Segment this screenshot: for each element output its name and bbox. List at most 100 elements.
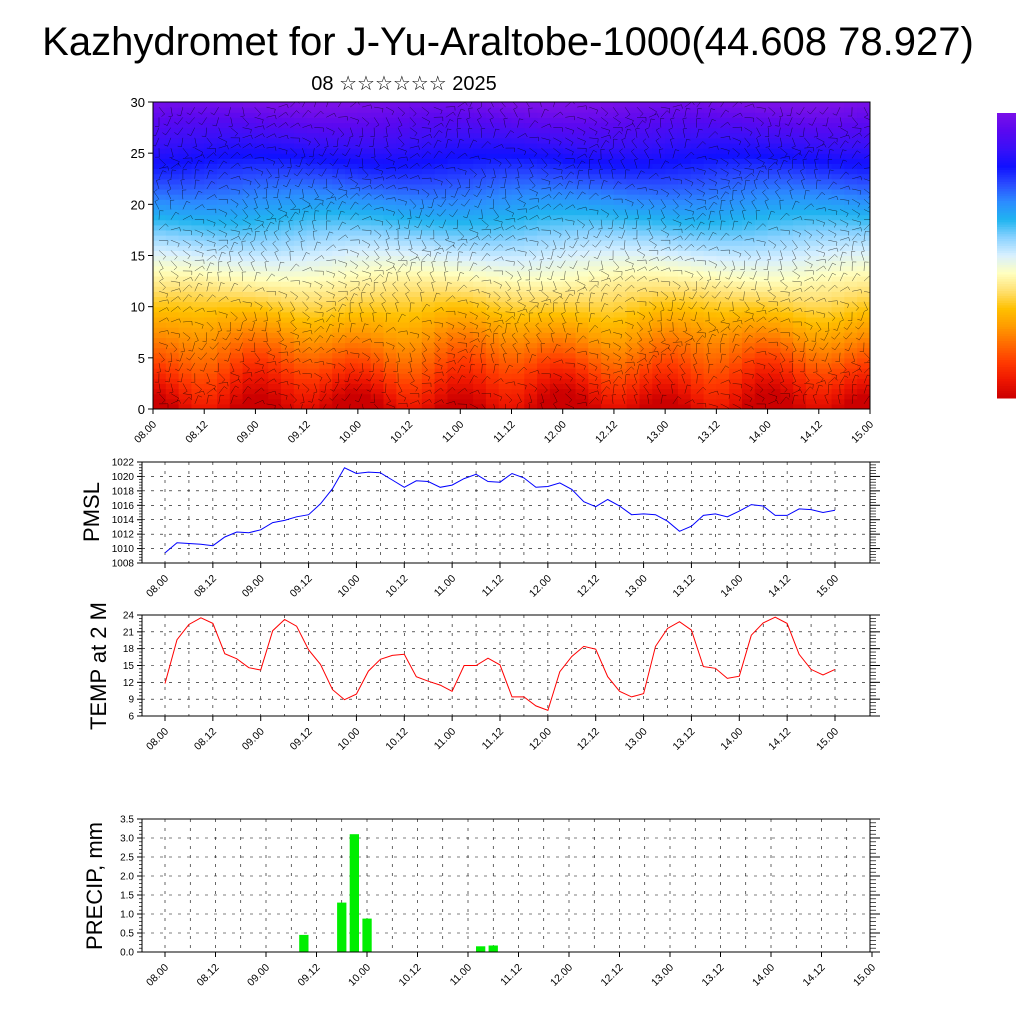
heatmap-cell [498,132,513,139]
heatmap-cell [818,127,833,134]
heatmap-cell [524,214,538,221]
heatmap-cell [703,194,717,200]
heatmap-cell [306,148,321,154]
heatmap-cell [396,219,410,226]
heatmap-cell [754,316,769,323]
heatmap-cell [319,199,333,205]
heatmap-cell [677,102,692,108]
heatmap-cell [409,347,423,354]
heatmap-cell [383,178,397,185]
heatmap-cell [370,403,385,409]
heatmap-cell [178,153,193,159]
heatmap-cell [677,368,692,374]
y-tick-label: 1.0 [120,910,134,921]
heatmap-cell [690,158,705,164]
heatmap-cell [703,132,717,139]
heatmap-cell [396,214,410,221]
heatmap-cell [370,158,385,164]
heatmap-x-tick-label: 10.12 [388,419,415,446]
heatmap-cell [396,188,410,195]
heatmap-cell [409,352,423,359]
heatmap-cell [409,214,423,221]
heatmap-cell [498,127,513,134]
heatmap-cell [229,245,244,251]
heatmap-cell [306,240,321,246]
heatmap-cell [613,281,628,287]
heatmap-cell [242,291,257,298]
heatmap-cell [729,327,743,333]
heatmap-cell [562,322,577,328]
heatmap-cell [767,163,781,170]
heatmap-cell [293,240,308,246]
y-tick-label: 1012 [112,530,135,541]
heatmap-cell [306,362,321,369]
heatmap-cell [716,102,730,108]
heatmap-cell [729,347,743,354]
heatmap-cell [626,137,641,144]
heatmap-cell [229,229,244,236]
heatmap-cell [575,337,589,344]
heatmap-cell [204,132,218,139]
x-tick-label: 11.12 [480,573,507,600]
heatmap-cell [639,188,653,195]
heatmap-cells [153,102,870,409]
heatmap-cell [332,122,346,129]
heatmap-cell [754,373,769,379]
heatmap-cell [780,327,794,333]
heatmap-cell [396,153,410,159]
heatmap-cell [588,199,602,205]
heatmap-cell [319,270,333,277]
heatmap-cell [485,388,500,395]
heatmap-cell [741,214,756,221]
heatmap-cell [857,199,870,205]
heatmap-cell [421,183,436,190]
heatmap-cell [639,393,653,400]
heatmap-cell [217,342,231,349]
heatmap-cell [716,352,730,359]
heatmap-cell [281,102,295,108]
heatmap-cell [357,188,372,195]
heatmap-cell [844,117,858,124]
heatmap-cell [281,316,295,323]
heatmap-cell [857,362,870,369]
heatmap-cell [754,137,769,144]
heatmap-cell [613,362,628,369]
heatmap-cell [626,255,641,262]
heatmap-cell [498,316,513,323]
heatmap-cell [511,204,525,211]
heatmap-cell [473,306,487,313]
heatmap-cell [690,173,705,180]
heatmap-cell [421,219,436,226]
heatmap-cell [319,188,333,195]
heatmap-cell [793,214,807,221]
heatmap-cell [767,373,781,379]
heatmap-cell [357,265,372,272]
heatmap-cell [434,327,449,333]
heatmap-cell [601,357,615,364]
heatmap-cell [191,142,205,149]
heatmap-cell [831,265,845,272]
heatmap-cell [485,250,500,257]
heatmap-cell [242,142,257,149]
heatmap-cell [421,270,436,277]
y-tick-label: 1.5 [120,891,134,902]
heatmap-cell [588,183,602,190]
heatmap-cell [613,398,628,405]
heatmap-cell [805,178,820,185]
heatmap-cell [524,327,538,333]
heatmap-cell [332,337,346,344]
heatmap-cell [537,255,551,262]
heatmap-cell [306,107,321,113]
heatmap-cell [498,357,513,364]
heatmap-cell [460,158,474,164]
heatmap-cell [281,286,295,292]
heatmap-cell [217,327,231,333]
heatmap-cell [153,332,167,338]
heatmap-cell [575,281,589,287]
heatmap-cell [460,357,474,364]
heatmap-cell [575,378,589,385]
heatmap-cell [345,316,359,323]
heatmap-cell [793,112,807,118]
heatmap-cell [383,163,397,170]
heatmap-cell [153,260,167,267]
